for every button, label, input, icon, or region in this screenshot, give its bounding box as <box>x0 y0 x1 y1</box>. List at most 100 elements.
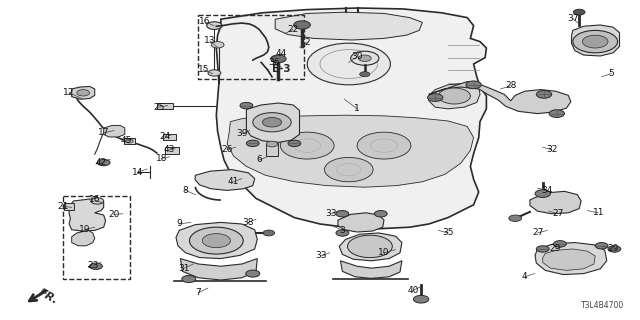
Circle shape <box>271 55 286 63</box>
Text: 29: 29 <box>607 244 619 253</box>
Circle shape <box>324 157 373 182</box>
Circle shape <box>90 263 102 269</box>
Text: 38: 38 <box>243 218 254 227</box>
Bar <box>63 196 130 279</box>
Circle shape <box>125 139 133 143</box>
Circle shape <box>253 113 291 132</box>
Circle shape <box>536 246 549 252</box>
Text: E-3: E-3 <box>272 64 291 74</box>
Polygon shape <box>72 230 95 246</box>
Polygon shape <box>227 115 474 187</box>
Text: 3: 3 <box>340 226 345 235</box>
Text: 16: 16 <box>199 17 211 26</box>
Polygon shape <box>176 222 257 259</box>
Text: 5: 5 <box>609 69 614 78</box>
Bar <box>124 138 135 144</box>
Circle shape <box>182 276 196 283</box>
Text: 25: 25 <box>153 103 164 112</box>
Circle shape <box>608 246 621 252</box>
Bar <box>163 134 176 140</box>
Polygon shape <box>246 103 300 142</box>
Circle shape <box>202 234 230 248</box>
Circle shape <box>189 227 243 254</box>
Circle shape <box>336 211 349 217</box>
Text: 23: 23 <box>87 261 99 270</box>
Text: FR.: FR. <box>37 287 60 307</box>
Circle shape <box>263 230 275 236</box>
Text: 1: 1 <box>355 104 360 113</box>
Text: 36: 36 <box>268 58 280 67</box>
Text: 26: 26 <box>221 145 233 154</box>
Text: 17: 17 <box>98 128 109 137</box>
Text: 11: 11 <box>593 208 604 217</box>
Polygon shape <box>275 12 422 40</box>
Circle shape <box>573 9 585 15</box>
Polygon shape <box>180 259 257 280</box>
Text: 10: 10 <box>378 248 390 257</box>
Circle shape <box>582 35 608 48</box>
Polygon shape <box>338 213 384 232</box>
Text: 15: 15 <box>198 65 209 74</box>
Circle shape <box>246 140 259 147</box>
Text: 35: 35 <box>442 228 454 237</box>
Text: 4: 4 <box>522 272 527 281</box>
Circle shape <box>240 102 253 109</box>
Circle shape <box>549 110 564 117</box>
Polygon shape <box>72 86 95 99</box>
Polygon shape <box>543 249 595 270</box>
Text: 22: 22 <box>287 25 299 34</box>
Circle shape <box>351 51 379 65</box>
Text: 27: 27 <box>552 209 564 218</box>
Polygon shape <box>429 83 480 109</box>
Polygon shape <box>340 261 402 278</box>
Circle shape <box>97 159 110 166</box>
Text: 40: 40 <box>407 286 419 295</box>
Bar <box>266 143 278 156</box>
Text: 44: 44 <box>276 49 287 58</box>
Polygon shape <box>69 199 106 231</box>
Text: 31: 31 <box>179 264 190 273</box>
Circle shape <box>509 215 522 221</box>
Text: 8: 8 <box>183 186 188 195</box>
Polygon shape <box>429 82 571 114</box>
Circle shape <box>360 72 370 77</box>
Bar <box>157 103 173 109</box>
Circle shape <box>91 198 104 204</box>
Bar <box>64 203 74 210</box>
Text: 32: 32 <box>546 145 557 154</box>
Circle shape <box>307 43 390 85</box>
Text: 7: 7 <box>196 288 201 297</box>
Text: 6: 6 <box>257 156 262 164</box>
Text: 16: 16 <box>89 196 100 204</box>
Text: 21: 21 <box>57 202 68 211</box>
Circle shape <box>438 88 470 104</box>
Text: 39: 39 <box>236 129 248 138</box>
Circle shape <box>535 190 550 197</box>
Circle shape <box>262 117 282 127</box>
Text: 2: 2 <box>305 38 310 47</box>
Circle shape <box>280 132 334 159</box>
Text: 9: 9 <box>177 220 182 228</box>
Polygon shape <box>535 243 607 275</box>
Text: 28: 28 <box>505 81 516 90</box>
Polygon shape <box>104 125 125 137</box>
Circle shape <box>357 132 411 159</box>
Text: 24: 24 <box>159 132 171 141</box>
Circle shape <box>288 140 301 147</box>
Polygon shape <box>216 8 486 229</box>
Text: 29: 29 <box>550 244 561 253</box>
Circle shape <box>294 21 310 29</box>
Text: 41: 41 <box>228 177 239 186</box>
Circle shape <box>358 55 371 61</box>
Circle shape <box>266 141 278 147</box>
Polygon shape <box>530 191 581 214</box>
Polygon shape <box>339 233 402 261</box>
Polygon shape <box>195 170 255 190</box>
Circle shape <box>374 211 387 217</box>
Text: 37: 37 <box>567 14 579 23</box>
Circle shape <box>208 70 221 76</box>
Text: 33: 33 <box>326 209 337 218</box>
Text: 19: 19 <box>79 225 90 234</box>
Circle shape <box>246 270 260 277</box>
Text: 34: 34 <box>541 186 553 195</box>
